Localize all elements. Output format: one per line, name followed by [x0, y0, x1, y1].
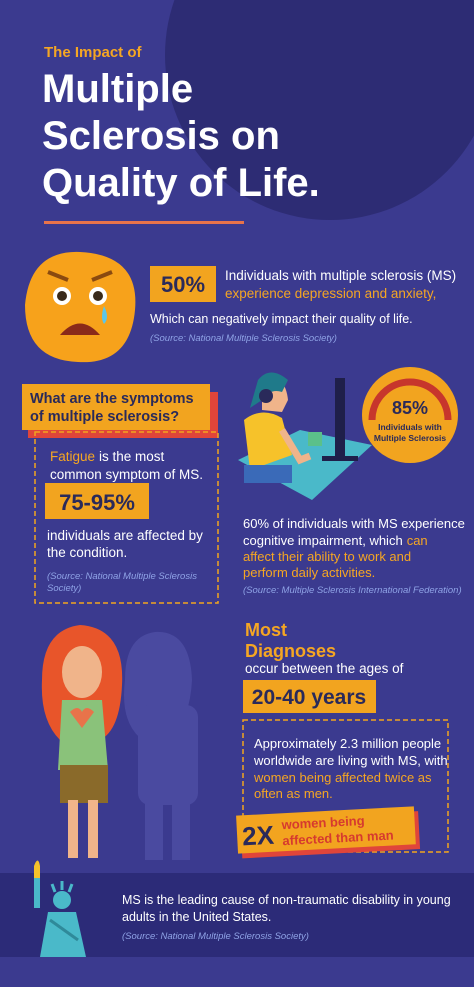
- ratio-box: [236, 806, 416, 854]
- desk-illustration-part: [244, 465, 292, 483]
- highlight-text: can: [407, 533, 428, 548]
- sad-face-part: [47, 270, 69, 282]
- people-illustration-part: [138, 705, 198, 805]
- subheading: occur between the ages of: [245, 661, 404, 676]
- desk-illustration-part: [244, 412, 292, 470]
- sad-face-part: [25, 251, 136, 363]
- source: (Source: National Multiple Sclerosis: [47, 571, 197, 582]
- people-illustration: [41, 625, 198, 860]
- stat: 20-40 years: [252, 686, 366, 709]
- statue-of-liberty-part: [34, 860, 40, 880]
- title: Sclerosis on: [42, 114, 280, 158]
- desk-illustration-part: [259, 389, 273, 403]
- body-text: 60% of individuals with MS experience: [243, 516, 465, 531]
- statue-of-liberty: [34, 860, 86, 957]
- gauge-value: 85%: [392, 398, 428, 418]
- highlight-text: women being affected twice as: [253, 770, 432, 785]
- ratio-callout: 2X women being affected than man: [236, 806, 421, 859]
- kicker: The Impact of: [44, 44, 143, 61]
- ratio-label: affected than man: [282, 827, 394, 848]
- body-text: the condition.: [47, 545, 127, 560]
- highlight-text: Fatigue: [50, 449, 95, 464]
- sad-face-part: [91, 270, 113, 282]
- body-text: common symptom of MS.: [50, 467, 203, 482]
- statue-of-liberty-part: [34, 878, 40, 908]
- highlight-text: perform daily activities.: [243, 565, 375, 580]
- question: What are the symptoms: [30, 391, 194, 407]
- highlight-text: experience depression and anxiety,: [225, 286, 436, 301]
- desk-illustration-part: [322, 456, 358, 461]
- question: of multiple sclerosis?: [30, 409, 179, 425]
- people-illustration-part: [88, 800, 98, 858]
- title: Quality of Life.: [42, 161, 320, 205]
- source: (Source: National Multiple Sclerosis Soc…: [122, 931, 309, 942]
- desk-illustration-part: [335, 378, 345, 460]
- heading: Diagnoses: [245, 641, 336, 661]
- statue-of-liberty-part: [40, 912, 86, 957]
- gauge: [362, 367, 458, 463]
- people-illustration-part: [172, 800, 190, 860]
- highlight-text: often as men.: [254, 786, 333, 801]
- sad-face: [25, 251, 136, 363]
- question-box: [22, 384, 210, 430]
- body-text: Fatigue is the most: [50, 449, 165, 464]
- people-illustration-part: [70, 708, 94, 728]
- statue-of-liberty-part: [53, 891, 71, 909]
- highlight-text: affect their ability to work and: [243, 549, 411, 564]
- sad-face-part: [93, 291, 103, 301]
- people-illustration-part: [62, 646, 102, 698]
- dashed-box: [242, 719, 449, 853]
- gauge-label: Individuals with: [378, 422, 442, 432]
- stat: 50%: [161, 272, 205, 297]
- sad-face-part: [57, 291, 67, 301]
- desk-illustration-part: [278, 428, 312, 465]
- people-illustration-part: [68, 800, 78, 858]
- source: (Source: Multiple Sclerosis Internationa…: [243, 585, 462, 596]
- body-text: individuals are affected by: [47, 528, 203, 543]
- stat-box: [45, 483, 149, 519]
- sad-face-part: [102, 306, 107, 324]
- body-text: worldwide are living with MS, with: [253, 753, 448, 768]
- title: Multiple: [42, 67, 193, 111]
- source: Society): [47, 583, 81, 594]
- desk-illustration-part: [308, 432, 322, 446]
- body-text: is the most: [99, 449, 165, 464]
- people-illustration-part: [145, 800, 163, 860]
- people-illustration-part: [58, 700, 108, 770]
- footer-text: MS is the leading cause of non-traumatic…: [122, 893, 451, 907]
- desk-illustration: [238, 372, 372, 500]
- header-circle: [165, 0, 474, 220]
- stat: 75-95%: [59, 490, 135, 515]
- people-illustration-part: [60, 765, 108, 803]
- ratio: 2X: [241, 820, 275, 852]
- gauge-part: [368, 378, 452, 421]
- stat-box: [150, 266, 216, 302]
- body-text: Which can negatively impact their qualit…: [150, 312, 413, 326]
- source: (Source: National Multiple Sclerosis Soc…: [150, 333, 337, 344]
- stat-box: [243, 680, 376, 713]
- title-underline: [44, 221, 244, 224]
- statue-of-liberty-part: [49, 918, 79, 942]
- statue-of-liberty-part: [50, 881, 74, 893]
- sad-face-part: [60, 323, 100, 335]
- body-text: Individuals with multiple sclerosis (MS): [225, 268, 456, 283]
- dashed-box: [34, 431, 219, 604]
- body-text: Approximately 2.3 million people: [254, 736, 441, 751]
- heading: Most: [245, 620, 287, 640]
- body-text: cognitive impairment, which can: [243, 533, 428, 548]
- ratio-label: women being: [280, 813, 365, 832]
- gauge-label: Multiple Sclerosis: [374, 433, 447, 443]
- body-text: cognitive impairment, which: [243, 533, 403, 548]
- footer-text: adults in the United States.: [122, 910, 271, 924]
